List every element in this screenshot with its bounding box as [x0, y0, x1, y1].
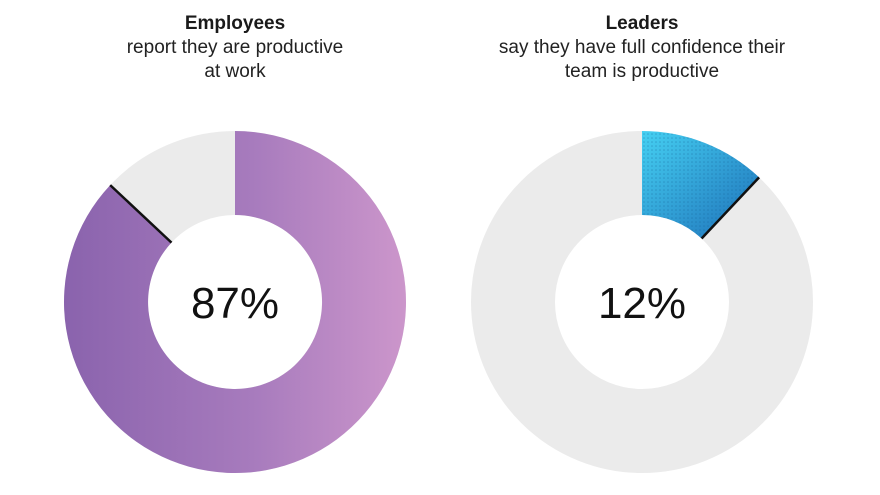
employees-segment-divider — [109, 184, 173, 244]
employees-heading: Employees report they are productive at … — [15, 12, 455, 84]
employees-center-value: 87% — [191, 279, 279, 328]
employees-subtitle-line2: at work — [204, 61, 266, 82]
leaders-subtitle-line2: team is productive — [564, 61, 720, 82]
leaders-panel: Leaders say they have full confidence th… — [422, 0, 862, 495]
leaders-subtitle-line1: say they have full confidence their — [498, 37, 786, 58]
leaders-title: Leaders — [605, 13, 679, 34]
employees-value-segment — [64, 131, 407, 474]
leaders-donut-chart: 12% — [471, 131, 813, 473]
leaders-segment-divider — [700, 176, 761, 240]
leaders-center-value: 12% — [598, 279, 686, 328]
leaders-segment-texture — [642, 131, 760, 239]
leaders-heading: Leaders say they have full confidence th… — [422, 12, 862, 84]
employees-donut-chart: 87% — [64, 131, 407, 474]
employees-title: Employees — [184, 13, 286, 34]
employees-subtitle-line1: report they are productive — [126, 37, 344, 58]
employees-panel: Employees report they are productive at … — [15, 0, 455, 495]
